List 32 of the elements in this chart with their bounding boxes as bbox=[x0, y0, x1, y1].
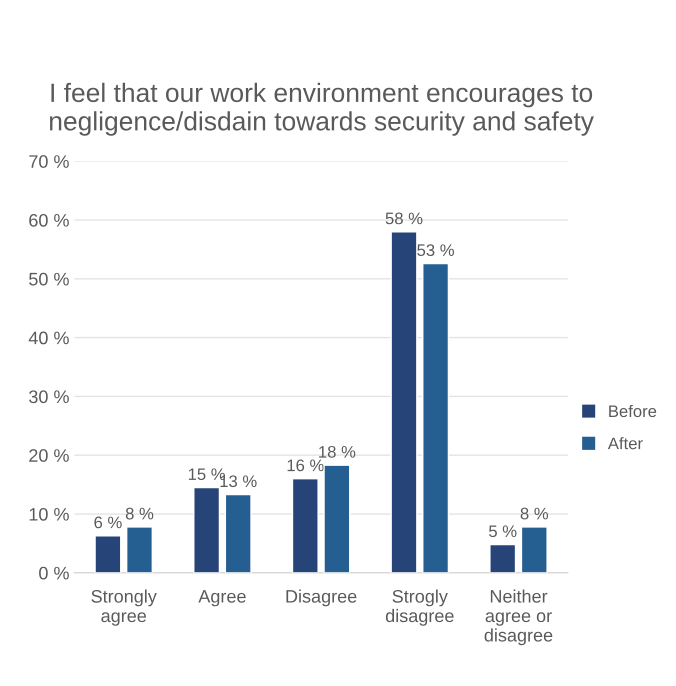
bar bbox=[390, 231, 418, 573]
legend-label: After bbox=[608, 437, 643, 450]
bar bbox=[126, 526, 154, 573]
y-tick-label: 50 % bbox=[29, 272, 69, 286]
y-tick-label: 60 % bbox=[29, 214, 69, 227]
y-tick-label: 0 % bbox=[39, 566, 69, 580]
data-label: 8 % bbox=[126, 508, 154, 520]
x-tick-label: Strongly agree bbox=[91, 589, 157, 626]
bar bbox=[94, 535, 122, 573]
x-tick-label: Neither agree or disagree bbox=[484, 589, 552, 646]
bar bbox=[292, 478, 319, 573]
data-label: 6 % bbox=[94, 516, 122, 528]
data-label: 58 % bbox=[386, 212, 422, 224]
y-tick-label: 40 % bbox=[28, 332, 69, 344]
bar bbox=[422, 262, 450, 573]
bar bbox=[193, 486, 220, 573]
y-tick-label: 30 % bbox=[29, 390, 69, 404]
data-label: 16 % bbox=[288, 459, 324, 472]
bar bbox=[224, 494, 252, 573]
y-tick-label: 10 % bbox=[30, 508, 69, 521]
data-label: 53 % bbox=[417, 244, 454, 256]
y-tick-label: 70 % bbox=[29, 155, 69, 168]
x-tick-label: Disagree bbox=[286, 589, 356, 606]
bar bbox=[323, 464, 350, 573]
data-label: 18 % bbox=[319, 446, 356, 458]
data-label: 8 % bbox=[520, 508, 548, 520]
x-tick-label: Strogly disagree bbox=[386, 589, 454, 626]
x-tick-label: Agree bbox=[198, 590, 246, 606]
data-label: 5 % bbox=[489, 525, 516, 538]
chart-title: I feel that our work environment encourages to negligence/disdain towards security and safety bbox=[50, 82, 594, 136]
y-tick-label: 20 % bbox=[29, 449, 69, 462]
legend-label: Before bbox=[609, 404, 656, 418]
